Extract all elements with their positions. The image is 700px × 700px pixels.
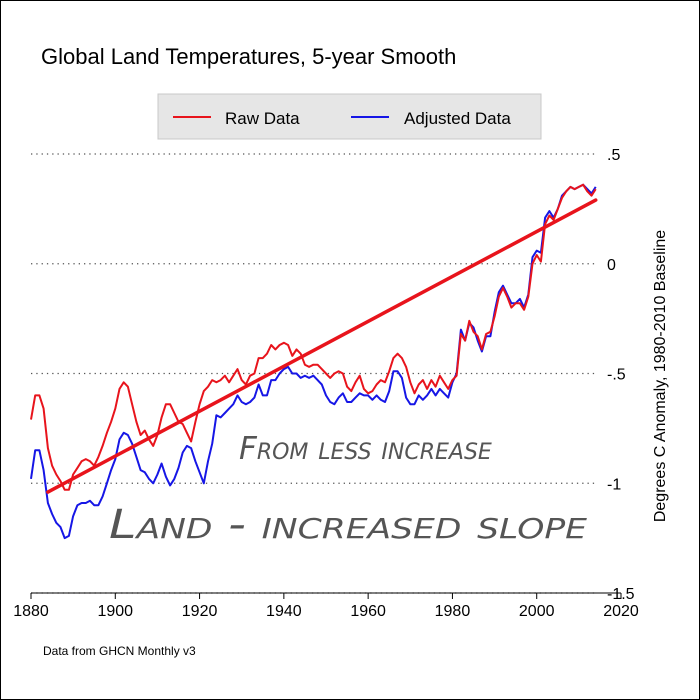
x-tick-label: 2000 bbox=[519, 603, 555, 620]
x-tick-label: 1960 bbox=[350, 603, 386, 620]
legend-box bbox=[157, 93, 542, 140]
x-axis: 1880 1900 1920 1940 1960 1980 2000 2020 bbox=[13, 592, 639, 620]
chart-title: Global Land Temperatures, 5-year Smooth bbox=[41, 44, 456, 69]
x-tick-label: 1980 bbox=[435, 603, 471, 620]
x-tick-label: 1940 bbox=[266, 603, 302, 620]
y-tick-labels: .50-.5-1-1.5 bbox=[607, 147, 635, 603]
y-tick-label: .5 bbox=[607, 147, 620, 164]
y-axis-label: Degrees C Anomaly, 1980-2010 Baseline bbox=[652, 230, 669, 522]
trend-layer bbox=[46, 198, 598, 494]
series-line-raw bbox=[30, 183, 597, 491]
y-tick-label: -1 bbox=[607, 476, 621, 493]
x-tick-label: 1920 bbox=[182, 603, 218, 620]
legend-label-raw: Raw Data bbox=[225, 109, 300, 128]
legend: Raw Data Adjusted Data bbox=[157, 93, 542, 140]
series-layer bbox=[30, 183, 597, 540]
x-tick-label: 1880 bbox=[13, 603, 49, 620]
trend-line bbox=[46, 198, 598, 494]
source-note: Data from GHCN Monthly v3 bbox=[43, 644, 196, 658]
y-tick-label: 0 bbox=[607, 257, 616, 274]
legend-label-adjusted: Adjusted Data bbox=[404, 109, 511, 128]
annotation-increased-slope: Land - increased slope bbox=[109, 502, 587, 548]
series-line-adjusted bbox=[30, 183, 597, 540]
y-tick-label: -.5 bbox=[607, 367, 626, 384]
x-tick-label: 2020 bbox=[603, 603, 639, 620]
annotation-less-increase: From less increase bbox=[239, 431, 492, 467]
x-tick-label: 1900 bbox=[97, 603, 133, 620]
